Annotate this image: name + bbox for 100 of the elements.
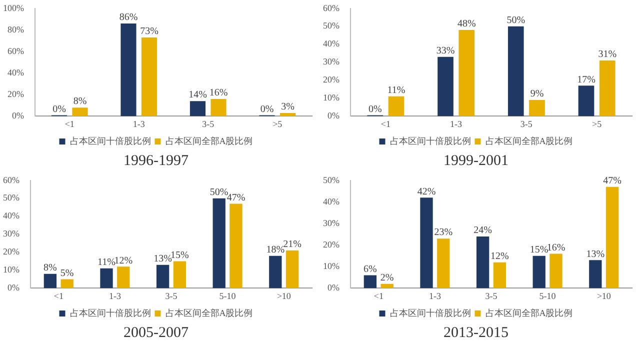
- bar: [44, 274, 57, 288]
- bar: [578, 86, 594, 116]
- y-tick-label: 20%: [2, 246, 20, 257]
- bar: [156, 264, 170, 288]
- bar: [60, 279, 74, 288]
- data-label: 24%: [474, 225, 492, 236]
- data-label: 33%: [436, 46, 455, 57]
- x-tick-label: >10: [596, 290, 612, 301]
- x-tick-label: 3-5: [202, 118, 215, 129]
- legend-label: 占本区间十倍股比例: [70, 136, 151, 146]
- y-tick-label: 10%: [322, 261, 340, 271]
- y-tick-label: 50%: [322, 20, 340, 31]
- data-label: 13%: [586, 248, 605, 260]
- bar: [532, 256, 546, 288]
- legend-label: 占本区间十倍股比例: [390, 308, 471, 318]
- text: 2013-2015: [444, 324, 508, 341]
- data-label: 31%: [598, 49, 617, 60]
- bar: [599, 60, 616, 116]
- data-label: 12%: [114, 255, 133, 266]
- bar: [380, 284, 394, 288]
- y-tick-label: 0%: [7, 282, 20, 293]
- y-tick-label: 20%: [7, 89, 24, 99]
- y-tick-label: 50%: [322, 174, 340, 185]
- x-tick-label: 1-3: [132, 118, 146, 129]
- data-label: 8%: [73, 96, 87, 108]
- x-tick-label: 1-3: [450, 118, 463, 129]
- bar: [508, 26, 524, 116]
- bar: [388, 96, 404, 116]
- data-label: 42%: [417, 186, 436, 198]
- data-label: 14%: [188, 90, 207, 101]
- bar: [364, 275, 377, 288]
- data-label: 21%: [283, 239, 302, 250]
- data-label: 9%: [530, 88, 544, 100]
- legend-label: 占本区间全部A股比例: [485, 136, 573, 146]
- bar: [437, 238, 450, 288]
- legend-label: 占本区间十倍股比例: [390, 136, 471, 146]
- data-label: 0%: [368, 104, 382, 115]
- data-label: 0%: [260, 104, 274, 115]
- y-tick-label: 50%: [2, 192, 20, 203]
- bar: [280, 112, 296, 116]
- bar: [190, 101, 206, 116]
- bar: [210, 98, 226, 116]
- bar: [173, 261, 186, 288]
- y-tick-label: 40%: [7, 67, 24, 78]
- x-tick-label: <1: [64, 118, 74, 129]
- data-label: 5%: [60, 268, 74, 279]
- data-label: 47%: [603, 175, 622, 186]
- y-tick-label: 40%: [322, 196, 340, 206]
- bar: [286, 250, 299, 288]
- bar: [458, 30, 475, 116]
- text: 1999-2001: [444, 152, 508, 169]
- y-tick-label: 30%: [322, 56, 340, 67]
- x-tick-label: 1-3: [108, 290, 122, 301]
- x-tick-label: 3-5: [165, 290, 178, 301]
- data-label: 3%: [281, 102, 294, 113]
- legend-label: 占本区间十倍股比例: [70, 308, 151, 318]
- bar: [606, 186, 619, 288]
- y-tick-label: 40%: [2, 210, 20, 221]
- bar: [100, 268, 113, 288]
- data-label: 11%: [98, 257, 116, 268]
- bar: [476, 236, 490, 288]
- bar: [230, 204, 242, 288]
- data-label: 16%: [546, 242, 566, 254]
- y-tick-label: 10%: [322, 92, 340, 103]
- data-label: 18%: [266, 244, 285, 256]
- bar: [589, 260, 602, 288]
- bar: [269, 256, 282, 288]
- bar: [212, 198, 226, 288]
- bar: [493, 262, 506, 288]
- text: 1996-1997: [124, 152, 189, 169]
- data-label: 48%: [457, 18, 476, 30]
- bar: [438, 56, 454, 116]
- y-tick-label: 60%: [2, 174, 20, 185]
- text: 2005-2007: [124, 324, 189, 341]
- y-tick-label: 80%: [7, 24, 24, 34]
- x-tick-label: 1-3: [428, 290, 442, 301]
- data-label: 11%: [387, 85, 406, 96]
- data-label: 17%: [577, 74, 596, 86]
- x-tick-label: <1: [380, 118, 390, 129]
- x-tick-label: 3-5: [520, 118, 533, 129]
- bar: [117, 266, 130, 288]
- data-label: 15%: [530, 244, 548, 256]
- data-label: 0%: [52, 104, 66, 115]
- legend-label: 占本区间全部A股比例: [165, 136, 253, 146]
- y-tick-label: 100%: [2, 2, 24, 13]
- y-tick-label: 10%: [2, 264, 20, 275]
- bar: [141, 38, 158, 116]
- y-tick-label: 60%: [7, 46, 24, 56]
- data-label: 50%: [210, 186, 228, 198]
- x-tick-label: 3-5: [485, 290, 498, 301]
- x-tick-label: 5-10: [219, 290, 236, 301]
- x-tick-label: >5: [592, 118, 602, 129]
- bar: [550, 254, 562, 288]
- bar: [120, 23, 136, 116]
- legend-label: 占本区间全部A股比例: [485, 308, 573, 318]
- y-tick-label: 20%: [322, 239, 340, 250]
- bar: [72, 108, 88, 116]
- data-label: 12%: [490, 250, 509, 262]
- bar: [420, 198, 433, 288]
- data-label: 15%: [170, 250, 189, 261]
